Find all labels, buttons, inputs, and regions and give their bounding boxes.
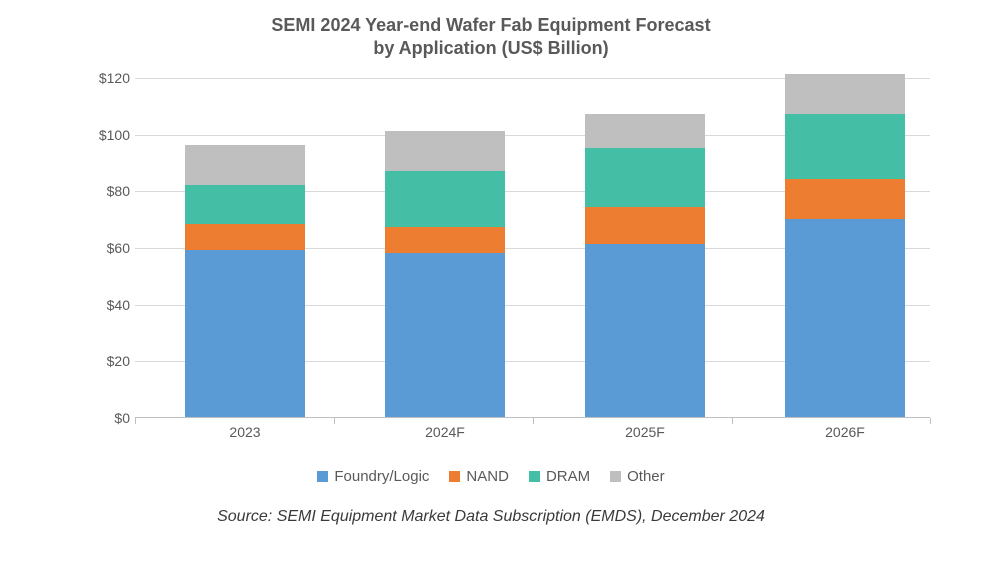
x-tick <box>334 418 335 424</box>
chart-title-line1: SEMI 2024 Year-end Wafer Fab Equipment F… <box>271 15 710 35</box>
x-tick <box>732 418 733 424</box>
source-note: Source: SEMI Equipment Market Data Subsc… <box>0 508 982 526</box>
legend-swatch <box>449 471 460 482</box>
bar-segment <box>585 207 705 244</box>
y-axis-label: $60 <box>80 240 130 256</box>
x-axis-label: 2025F <box>585 424 705 440</box>
bar-segment <box>785 74 905 114</box>
x-axis-label: 2026F <box>785 424 905 440</box>
y-axis-label: $40 <box>80 297 130 313</box>
y-axis-label: $20 <box>80 353 130 369</box>
bar-segment <box>785 114 905 179</box>
x-axis-label: 2024F <box>385 424 505 440</box>
y-axis-label: $100 <box>80 127 130 143</box>
bar-segment <box>185 145 305 185</box>
legend-item: Foundry/Logic <box>317 468 429 485</box>
chart-area: $0$20$40$60$80$100$12020232024F2025F2026… <box>80 78 930 448</box>
y-axis-label: $0 <box>80 410 130 426</box>
bar-segment <box>585 148 705 208</box>
legend-item: NAND <box>449 468 509 485</box>
x-tick <box>533 418 534 424</box>
bar-segment <box>785 179 905 219</box>
legend-swatch <box>317 471 328 482</box>
legend-item: Other <box>610 468 665 485</box>
bar-segment <box>385 227 505 253</box>
bar-segment <box>785 219 905 417</box>
bar-segment <box>585 244 705 417</box>
bar-segment <box>185 250 305 417</box>
bar-segment <box>585 114 705 148</box>
legend-label: NAND <box>466 468 509 485</box>
x-tick <box>135 418 136 424</box>
x-tick <box>930 418 931 424</box>
y-axis-label: $120 <box>80 70 130 86</box>
legend-label: DRAM <box>546 468 590 485</box>
bar-segment <box>385 171 505 228</box>
bar-segment <box>385 253 505 417</box>
bar-segment <box>185 185 305 225</box>
legend-item: DRAM <box>529 468 590 485</box>
chart-title-line2: by Application (US$ Billion) <box>373 38 608 58</box>
x-axis-label: 2023 <box>185 424 305 440</box>
legend-swatch <box>610 471 621 482</box>
legend: Foundry/Logic NAND DRAM Other <box>0 468 982 486</box>
legend-label: Other <box>627 468 665 485</box>
plot-area: $0$20$40$60$80$100$12020232024F2025F2026… <box>135 78 930 418</box>
chart-title: SEMI 2024 Year-end Wafer Fab Equipment F… <box>0 0 982 59</box>
bar-segment <box>185 224 305 250</box>
y-axis-label: $80 <box>80 183 130 199</box>
legend-swatch <box>529 471 540 482</box>
legend-label: Foundry/Logic <box>334 468 429 485</box>
bar-segment <box>385 131 505 171</box>
